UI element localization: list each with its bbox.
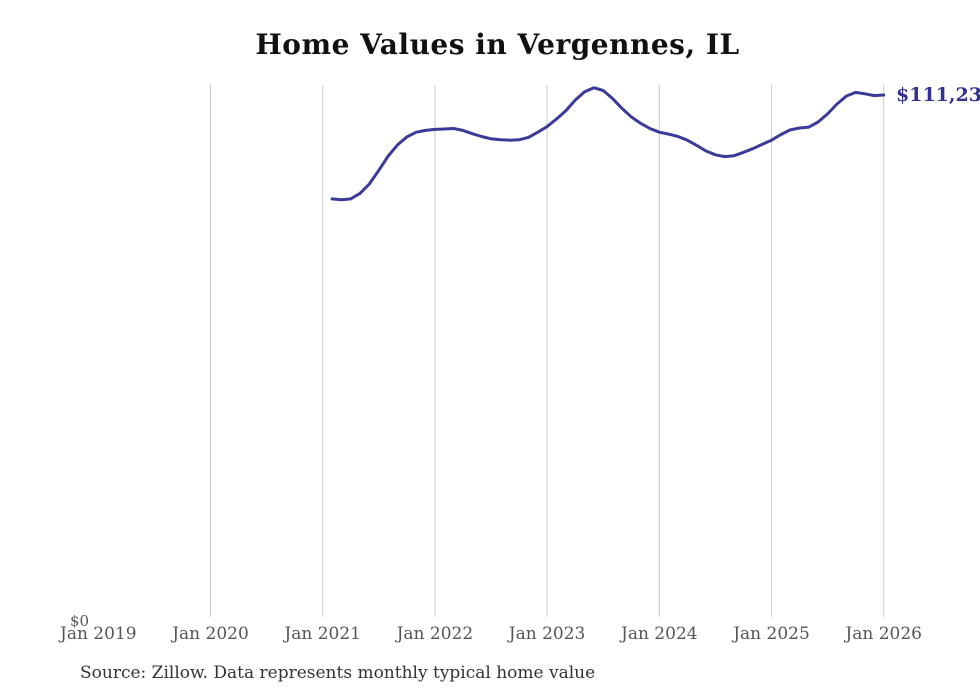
chart-title: Home Values in Vergennes, IL bbox=[255, 28, 740, 61]
x-axis-label: Jan 2024 bbox=[621, 624, 698, 644]
x-axis-label: Jan 2021 bbox=[284, 624, 361, 644]
y-axis-zero-label: $0 bbox=[70, 612, 90, 630]
x-axis-label: Jan 2022 bbox=[396, 624, 474, 644]
end-value-label: $111,237 bbox=[896, 84, 980, 106]
vertical-gridlines bbox=[210, 85, 885, 617]
source-note: Source: Zillow. Data represents monthly … bbox=[80, 663, 596, 683]
x-axis-label: Jan 2020 bbox=[172, 624, 249, 644]
x-axis-label: Jan 2025 bbox=[733, 624, 810, 644]
home-value-line bbox=[330, 86, 886, 202]
x-axis-label: Jan 2019 bbox=[60, 624, 137, 644]
x-axis-label: Jan 2023 bbox=[508, 624, 586, 644]
x-axis-label: Jan 2026 bbox=[845, 624, 922, 644]
